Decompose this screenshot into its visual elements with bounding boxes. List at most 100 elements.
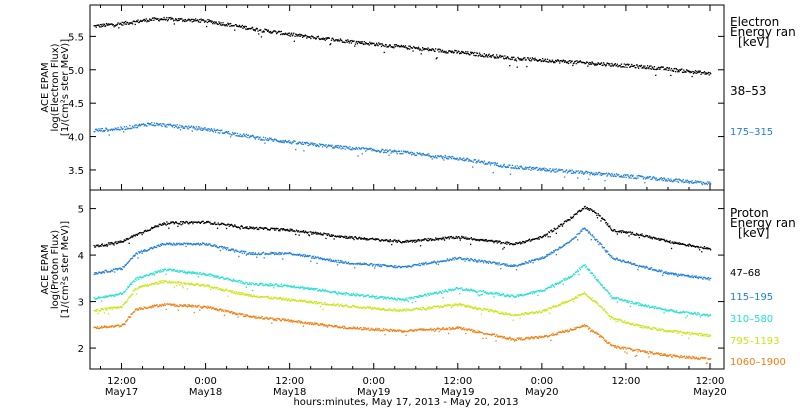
data-point: [330, 235, 332, 237]
data-point: [391, 150, 393, 153]
data-point: [182, 127, 184, 129]
data-point: [317, 290, 319, 292]
data-point: [279, 141, 281, 143]
data-point: [708, 248, 710, 250]
data-point: [659, 307, 661, 309]
data-point: [230, 249, 232, 252]
data-point: [158, 225, 160, 227]
data-point: [688, 311, 690, 313]
data-point: [390, 240, 392, 242]
data-point: [384, 149, 387, 151]
data-point: [116, 243, 118, 245]
data-point: [122, 24, 124, 26]
data-point: [509, 65, 511, 67]
data-point: [646, 235, 648, 237]
data-point: [288, 230, 291, 232]
data-point: [374, 239, 376, 241]
data-point: [372, 148, 374, 151]
data-point: [218, 223, 220, 226]
data-point: [299, 300, 302, 303]
data-point: [597, 240, 599, 242]
data-point: [573, 237, 575, 239]
data-point: [689, 275, 691, 278]
data-point: [276, 253, 278, 255]
data-point: [256, 283, 258, 285]
data-point: [566, 62, 568, 64]
data-point: [153, 273, 155, 275]
data-point: [598, 281, 600, 283]
data-point: [297, 253, 299, 255]
data-point: [127, 127, 130, 130]
data-point: [659, 239, 662, 241]
data-point: [185, 20, 187, 22]
data-point: [377, 308, 379, 310]
data-point: [317, 233, 319, 235]
data-point: [520, 59, 522, 61]
data-point: [213, 286, 215, 289]
data-point: [502, 242, 505, 244]
data-point: [676, 69, 678, 71]
data-point: [152, 17, 154, 19]
data-point: [558, 168, 560, 170]
data-point: [567, 171, 569, 173]
data-point: [242, 292, 244, 294]
data-point: [244, 135, 246, 137]
data-point: [643, 304, 645, 307]
data-point: [426, 239, 428, 241]
data-point: [146, 125, 148, 127]
data-point: [506, 263, 508, 265]
data-point: [500, 242, 502, 245]
series-points: [93, 16, 712, 78]
data-point: [100, 296, 102, 299]
data-point: [680, 243, 682, 245]
data-point: [265, 139, 267, 141]
data-point: [216, 246, 219, 249]
data-point: [416, 47, 418, 49]
data-point: [137, 19, 139, 21]
data-point: [293, 285, 295, 287]
data-point: [551, 252, 553, 254]
data-point: [434, 239, 436, 241]
data-point: [493, 261, 495, 263]
data-point: [306, 301, 308, 303]
data-point: [345, 237, 347, 239]
data-point: [313, 257, 315, 260]
data-point: [419, 296, 421, 298]
data-point: [131, 236, 134, 238]
data-point: [479, 238, 481, 241]
data-point: [375, 298, 377, 300]
data-point: [666, 180, 669, 182]
data-point: [358, 294, 360, 296]
data-point: [136, 233, 138, 236]
data-point: [320, 258, 322, 260]
data-point: [704, 183, 706, 185]
data-point: [638, 236, 640, 239]
data-point: [493, 56, 495, 58]
data-point: [136, 124, 138, 126]
y-tick-label: 3.5: [68, 166, 84, 177]
data-point: [605, 173, 607, 175]
data-point: [318, 233, 320, 235]
data-point: [701, 276, 703, 278]
data-point: [694, 180, 697, 182]
data-point: [598, 242, 601, 244]
data-point: [232, 24, 234, 27]
data-point: [329, 304, 331, 306]
data-point: [468, 259, 470, 261]
data-point: [642, 175, 644, 178]
data-point: [103, 25, 105, 27]
data-point: [607, 62, 609, 64]
data-point: [260, 296, 262, 298]
data-point: [110, 128, 112, 130]
data-point: [637, 177, 639, 179]
data-point: [288, 142, 291, 144]
data-point: [485, 55, 487, 57]
y-axis-label-line: [1/(cm²s ster MeV)]: [60, 39, 71, 136]
data-point: [339, 145, 341, 147]
data-point: [182, 285, 184, 287]
data-point: [115, 127, 117, 130]
data-point: [439, 156, 441, 158]
data-point: [116, 128, 119, 131]
data-point: [692, 245, 695, 247]
data-point: [192, 283, 194, 285]
